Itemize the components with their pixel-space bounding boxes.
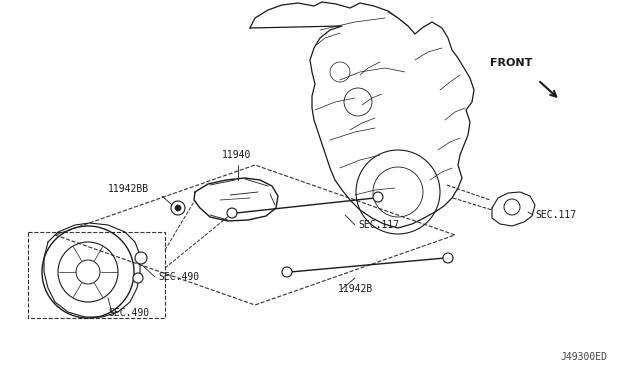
Text: 11942B: 11942B xyxy=(338,284,373,294)
Text: SEC.117: SEC.117 xyxy=(535,210,576,220)
Text: 11940: 11940 xyxy=(222,150,252,160)
Circle shape xyxy=(227,208,237,218)
Text: SEC.490: SEC.490 xyxy=(108,308,149,318)
Text: SEC.490: SEC.490 xyxy=(158,272,199,282)
Text: J49300ED: J49300ED xyxy=(560,352,607,362)
Circle shape xyxy=(373,192,383,202)
Circle shape xyxy=(175,205,181,211)
Text: FRONT: FRONT xyxy=(490,58,532,68)
Text: SEC.117: SEC.117 xyxy=(358,220,399,230)
Circle shape xyxy=(443,253,453,263)
Circle shape xyxy=(135,252,147,264)
Circle shape xyxy=(282,267,292,277)
Text: 11942BB: 11942BB xyxy=(108,184,149,194)
Circle shape xyxy=(133,273,143,283)
